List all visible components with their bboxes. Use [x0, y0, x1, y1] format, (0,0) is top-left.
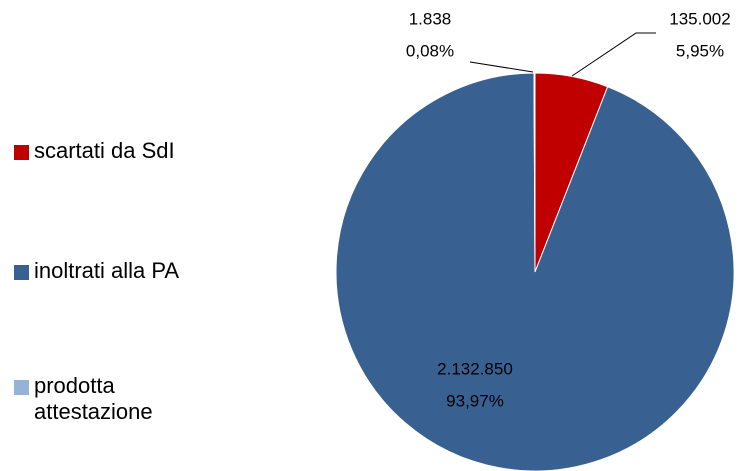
- value-label: 1.838: [409, 9, 452, 28]
- value-label: 2.132.850: [437, 359, 513, 378]
- leader-line: [469, 61, 534, 73]
- legend-swatch: [14, 145, 29, 160]
- legend-item: prodotta attestazione: [14, 373, 234, 425]
- percentage-label: 93,97%: [446, 391, 504, 410]
- legend-swatch: [14, 380, 29, 395]
- legend-item: scartati da SdI: [14, 138, 234, 164]
- legend-label: scartati da SdI: [34, 138, 175, 163]
- legend-label: prodotta attestazione: [34, 373, 153, 424]
- pie-slice: [533, 72, 536, 273]
- legend-item: inoltrati alla PA: [14, 258, 234, 284]
- percentage-label: 0,08%: [406, 41, 454, 60]
- legend-swatch: [14, 265, 29, 280]
- percentage-label: 5,95%: [676, 41, 724, 60]
- leader-line: [571, 32, 656, 77]
- legend-label: inoltrati alla PA: [34, 258, 180, 283]
- value-label: 135.002: [669, 9, 730, 28]
